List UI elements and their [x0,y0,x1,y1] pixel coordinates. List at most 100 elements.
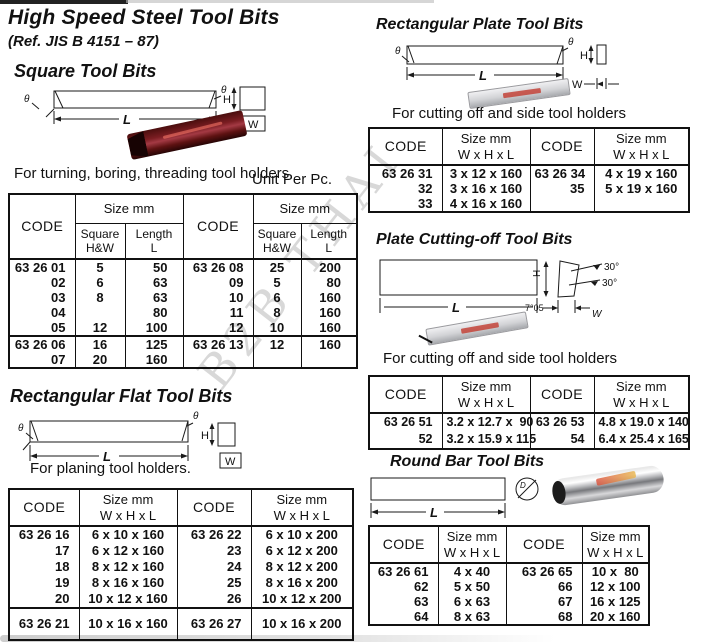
table-cell: 6.4 x 25.4 x 165 [593,431,689,450]
table-header-row: CODE Size mm CODE Size mm [8,194,357,260]
table-header-row: CODE Size mm W x H x L CODE Size mm W x … [8,489,353,528]
table-cell: 20 [8,591,79,609]
table-cell [252,352,301,368]
table-cell: 5 x 50 [437,579,506,595]
table-row: 02 6 63 09 5 80 [8,275,357,290]
table-cell: 12 x 100 [581,579,649,595]
table-cell: 63 26 53 [529,413,594,432]
table-cell: 50 [124,259,183,275]
table-cell: 25 [176,575,251,592]
theta-label-left: θ [18,423,24,434]
table-header-row: CODE Size mm W x H x L CODE Size mm W x … [368,128,689,167]
col-header-size: Size mm [252,194,357,224]
col-header-size: Size mm W x H x L [441,376,530,415]
table-cell: 63 26 13 [182,335,253,352]
table-cell: 20 [74,352,125,368]
plate-tool-table: CODE Size mm W x H x L CODE Size mm W x … [368,127,690,214]
table-cell: 10 x 12 x 200 [250,591,353,609]
table-cell: 4 x 16 x 160 [441,196,530,213]
table-cell [529,196,594,213]
table-row: 63 26 31 3 x 12 x 160 63 26 34 4 x 19 x 160 [368,165,689,182]
table-cell: 63 26 06 [8,335,75,352]
table-row: 62 5 x 50 66 12 x 100 [368,579,649,595]
flat-tool-diagram: θ θ L H W [18,411,242,469]
table-cell: 63 26 34 [529,165,594,182]
table-cell: 05 [8,320,75,336]
table-cell: 8 [74,290,125,305]
cutoff-tool-diagram: L 30° 30° H 7°05 W [379,259,619,320]
table-cell: 54 [529,431,594,450]
table-cell: 8 [252,305,301,320]
col-header-code: CODE [505,526,582,565]
table-cell: 4 x 40 [437,563,506,580]
table-cell: 5 [252,275,301,290]
table-cell: 6 x 10 x 160 [78,526,177,544]
table-cell: 17 [8,543,79,560]
table-cell: 33 [368,196,442,213]
table-row: 33 4 x 16 x 160 [368,196,689,213]
col-header-code: CODE [182,194,253,260]
table-cell: 5 x 19 x 160 [593,181,689,197]
round-bar-photo [550,464,666,507]
table-row: 64 8 x 63 68 20 x 160 [368,609,649,626]
plate-tool-diagram: θ θ L H W [395,37,619,91]
table-cell: 160 [300,305,357,320]
col-header-size: Size mm W x H x L [250,489,353,528]
table-cell: 63 26 65 [505,563,582,580]
table-header-row: CODE Size mm W x H x L CODE Size mm W x … [368,376,689,415]
dim-label-W: W [225,456,236,468]
theta-label-right: θ [193,411,199,422]
table-row: 63 26 06 16 125 63 26 13 12 160 [8,335,357,352]
table-cell: 8 x 12 x 160 [78,559,177,576]
table-cell: 6 x 12 x 200 [250,543,353,560]
dia-label: D [520,481,526,490]
table-cell: 125 [124,335,183,352]
flat-caption: For planing tool holders. [30,460,191,477]
table-cell: 6 x 63 [437,594,506,610]
table-cell: 10 x 80 [581,563,649,580]
col-header-code: CODE [176,489,251,528]
col-header-length: Length L [124,223,183,260]
table-cell: 63 [124,275,183,290]
table-cell: 10 [252,320,301,336]
table-cell: 6 x 10 x 200 [250,526,353,544]
theta-label-left: θ [395,46,401,57]
table-cell: 16 [74,335,125,352]
table-cell: 23 [176,543,251,560]
table-cell: 10 x 16 x 160 [78,607,177,641]
table-row: 63 6 x 63 67 16 x 125 [368,594,649,610]
col-header-code: CODE [368,376,442,415]
table-cell: 67 [505,594,582,610]
table-cell: 02 [8,275,75,290]
round-bar-diagram: L D [370,477,539,520]
table-cell: 03 [8,290,75,305]
theta-label-right: θ [568,37,574,48]
col-header-square-hw: Square H&W [252,223,301,260]
table-cell [593,196,689,213]
scan-artifact-top-dark [0,0,128,4]
angle-label-30-top: 30° [604,262,619,273]
cutoff-caption: For cutting off and side tool holders [383,350,618,367]
table-cell: 16 x 125 [581,594,649,610]
table-cell: 6 [74,275,125,290]
section-title-flat: Rectangular Flat Tool Bits [10,386,233,406]
col-header-code: CODE [368,128,442,167]
table-cell: 63 26 31 [368,165,442,182]
table-cell: 6 [252,290,301,305]
table-row: 03 8 63 10 6 160 [8,290,357,305]
flat-tool-table: CODE Size mm W x H x L CODE Size mm W x … [8,488,354,642]
table-row: 19 8 x 16 x 160 25 8 x 16 x 200 [8,575,353,592]
section-title-square: Square Tool Bits [14,61,157,81]
dim-label-W: W [592,309,603,320]
table-row: 63 26 51 3.2 x 12.7 x 90 63 26 53 4.8 x 19.… [368,413,689,432]
table-cell: 63 26 51 [368,413,442,432]
table-row: 32 3 x 16 x 160 35 5 x 19 x 160 [368,181,689,197]
square-tool-table: CODE Size mm CODE Size mm Square H&W Len… [8,193,358,369]
table-cell: 10 x 16 x 200 [250,607,353,641]
table-cell: 62 [368,579,438,595]
col-header-code: CODE [8,489,79,528]
table-cell [300,352,357,368]
table-cell: 63 [124,290,183,305]
table-cell: 10 [182,290,253,305]
table-row: 63 26 21 10 x 16 x 160 63 26 27 10 x 16 x 2… [8,607,353,641]
